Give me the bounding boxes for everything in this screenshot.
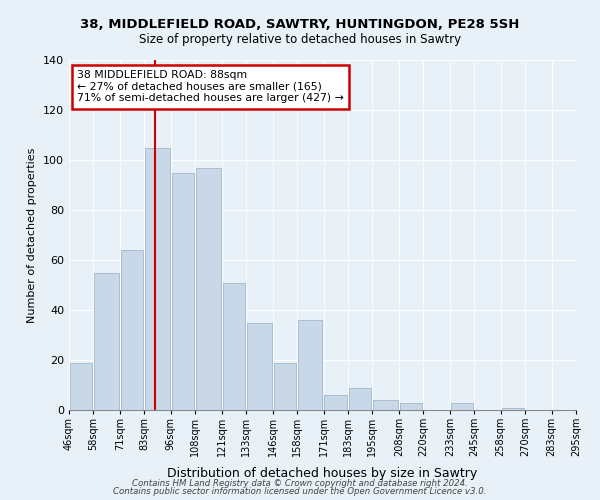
Bar [274, 362, 296, 410]
Bar [400, 402, 422, 410]
Text: Contains public sector information licensed under the Open Government Licence v3: Contains public sector information licen… [113, 487, 487, 496]
Bar [451, 402, 473, 410]
Bar [247, 322, 272, 410]
Bar [373, 400, 398, 410]
Y-axis label: Number of detached properties: Number of detached properties [28, 148, 37, 322]
Text: 38 MIDDLEFIELD ROAD: 88sqm
← 27% of detached houses are smaller (165)
71% of sem: 38 MIDDLEFIELD ROAD: 88sqm ← 27% of deta… [77, 70, 344, 103]
X-axis label: Distribution of detached houses by size in Sawtry: Distribution of detached houses by size … [167, 468, 478, 480]
Text: Size of property relative to detached houses in Sawtry: Size of property relative to detached ho… [139, 32, 461, 46]
Bar [223, 282, 245, 410]
Bar [325, 395, 347, 410]
Bar [70, 362, 92, 410]
Bar [502, 408, 524, 410]
Bar [94, 272, 119, 410]
Bar [121, 250, 143, 410]
Text: 38, MIDDLEFIELD ROAD, SAWTRY, HUNTINGDON, PE28 5SH: 38, MIDDLEFIELD ROAD, SAWTRY, HUNTINGDON… [80, 18, 520, 30]
Bar [298, 320, 322, 410]
Bar [145, 148, 170, 410]
Bar [349, 388, 371, 410]
Bar [196, 168, 221, 410]
Text: Contains HM Land Registry data © Crown copyright and database right 2024.: Contains HM Land Registry data © Crown c… [132, 478, 468, 488]
Bar [172, 172, 194, 410]
